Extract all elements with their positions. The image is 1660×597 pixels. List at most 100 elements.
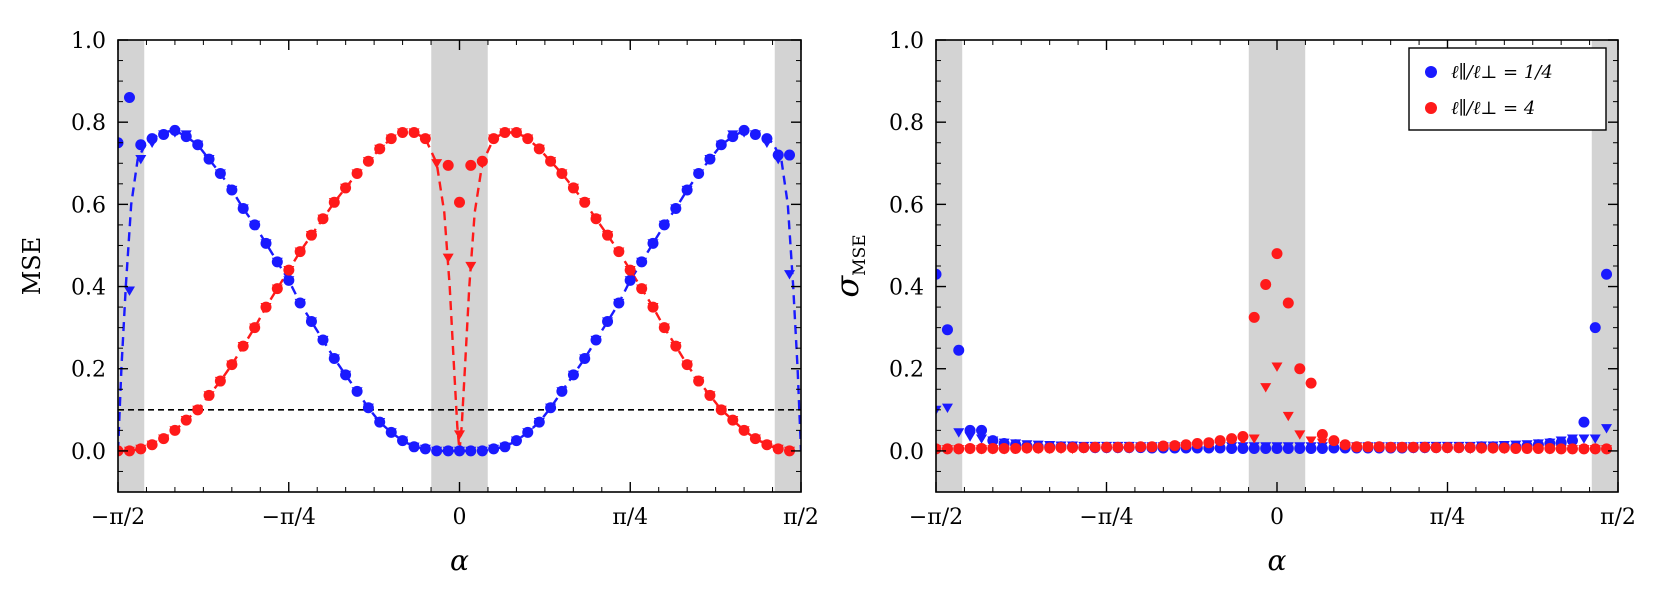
series-1-point (647, 237, 659, 249)
series-1-point (590, 334, 602, 346)
series-2-point (169, 424, 181, 436)
series-2-point (727, 414, 739, 426)
series-2-point (1191, 438, 1203, 450)
series-1-point (442, 445, 454, 457)
legend: ℓ∥/ℓ⊥ = 1/4 ℓ∥/ℓ⊥ = 4 (1408, 47, 1607, 131)
series-1-point (226, 184, 238, 196)
series-2-point (1555, 443, 1567, 455)
series-2-point (624, 264, 636, 276)
series-2-point (1146, 441, 1158, 453)
series-1-point (936, 268, 942, 280)
series-2-point (237, 340, 249, 352)
series-1-point (454, 445, 465, 457)
series-2-point (317, 213, 329, 225)
series-1-point (1260, 442, 1272, 454)
series-2-point (442, 159, 454, 171)
x-tick-label: 0 (1270, 505, 1284, 530)
series-2-point (1385, 441, 1397, 453)
x-tick-label: π/2 (783, 505, 819, 530)
series-1-point (476, 445, 488, 457)
series-1-triangle (1578, 434, 1590, 444)
series-1-point (1237, 442, 1249, 454)
series-2-point (647, 301, 659, 313)
series-2-point (488, 133, 500, 145)
series-2-point (987, 442, 999, 454)
series-1-point (510, 435, 522, 447)
series-1-point (374, 416, 386, 428)
series-2-point (1180, 439, 1192, 451)
series-2-point (1032, 442, 1044, 454)
series-1-point (784, 149, 796, 161)
legend-label: ℓ∥/ℓ⊥ = 1/4 (1451, 62, 1553, 83)
series-2-point (1282, 297, 1294, 309)
series-2-point (1362, 441, 1374, 453)
series-1-point (180, 131, 192, 143)
x-tick-label: π/2 (1600, 505, 1636, 530)
series-1-point (271, 256, 283, 268)
series-2-point (362, 155, 374, 167)
series-2-point (1510, 442, 1522, 454)
series-1-point (964, 424, 976, 436)
series-2-point (1260, 278, 1272, 290)
legend-label: ℓ∥/ℓ⊥ = 4 (1451, 98, 1535, 119)
series-1-point (135, 139, 147, 151)
series-1-point (533, 416, 545, 428)
series-1-point (602, 315, 614, 327)
series-1-point (1601, 268, 1613, 280)
series-2-point (1407, 441, 1419, 453)
series-2-point (1112, 441, 1124, 453)
series-2-point (1373, 441, 1385, 453)
series-2-point (636, 283, 648, 295)
series-2-point (1453, 442, 1465, 454)
series-1-triangle (953, 428, 965, 438)
series-1-point (636, 256, 648, 268)
series-2-point (1135, 441, 1147, 453)
series-2-point (1475, 442, 1487, 454)
series-2-point (761, 439, 773, 451)
y-tick-label: 0.2 (889, 358, 924, 383)
series-1-triangle (135, 155, 147, 165)
series-2-triangle (454, 430, 465, 440)
series-2-point (1271, 248, 1283, 260)
series-1-point (772, 149, 784, 161)
series-1-triangle (1601, 424, 1613, 434)
y-tick-label: 0.4 (889, 276, 924, 301)
series-1-point (1248, 442, 1260, 454)
series-2-point (738, 424, 750, 436)
series-1-point (567, 369, 579, 381)
series-2-point (476, 155, 488, 167)
y-tick-label: 0.6 (889, 193, 924, 218)
series-2-point (1464, 442, 1476, 454)
series-1-point (579, 352, 591, 364)
y-tick-label: 0.8 (71, 111, 106, 136)
series-1-point (715, 139, 727, 151)
series-2-point (1532, 442, 1544, 454)
x-tick-label: π/4 (612, 505, 648, 530)
series-2-point (499, 126, 511, 138)
series-2-point (715, 404, 727, 416)
series-1-point (1316, 442, 1328, 454)
series-1-point (670, 202, 682, 214)
y-axis-label: MSE (18, 237, 46, 296)
series-1-point (727, 131, 739, 143)
series-2-point (294, 246, 306, 258)
series-2-point (1010, 442, 1022, 454)
series-2-point (1328, 435, 1340, 447)
series-2-point (192, 404, 204, 416)
series-1-point (123, 92, 135, 104)
series-1-point (214, 168, 226, 180)
y-axis-label: σMSE (828, 234, 870, 297)
series-1-point (738, 124, 750, 136)
series-2-point (602, 229, 614, 241)
series-2-point (510, 126, 522, 138)
series-1-point (146, 133, 158, 145)
series-1-point (419, 443, 431, 455)
series-1-point (761, 133, 773, 145)
y-tick-label: 1.0 (889, 29, 924, 54)
series-1-point (1282, 442, 1294, 454)
series-2-point (1316, 428, 1328, 440)
series-1-triangle (976, 434, 988, 444)
series-1-point (283, 274, 295, 286)
x-tick-label: −π/2 (909, 505, 963, 530)
series-2-point (941, 443, 953, 455)
